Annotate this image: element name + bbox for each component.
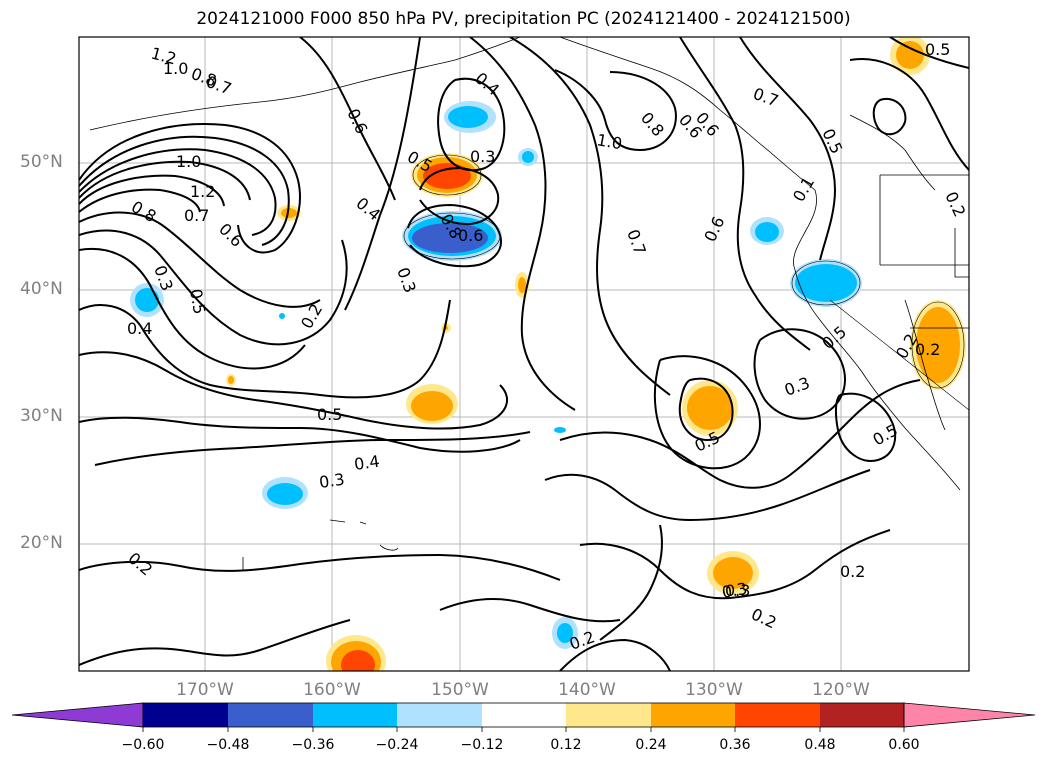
map-title: 2024121000 F000 850 hPa PV, precipitatio… bbox=[196, 9, 851, 29]
colorbar-tick-label: 0.48 bbox=[804, 737, 836, 753]
colorbar-tick-label: 0.36 bbox=[719, 737, 751, 753]
lon-label-130w: 130°W bbox=[685, 680, 743, 700]
contour-label: 0.8 bbox=[637, 108, 668, 140]
colorbar-tick-label: −0.12 bbox=[460, 737, 504, 753]
contour-label: 0.6 bbox=[700, 214, 728, 245]
precip-positive-shading bbox=[226, 37, 966, 671]
colorbar-tick-label: 0.24 bbox=[635, 737, 667, 753]
contour-label: 0.3 bbox=[393, 265, 420, 295]
colorbar-tick-label: −0.36 bbox=[291, 737, 335, 753]
contour-label: 0.3 bbox=[318, 470, 346, 492]
contour-label: 0.5 bbox=[870, 420, 902, 449]
colorbar-tick-label: −0.48 bbox=[206, 737, 250, 753]
contour-label: 0.3 bbox=[720, 579, 748, 602]
pv-contours bbox=[79, 37, 969, 671]
contour-label: 0.7 bbox=[751, 84, 781, 111]
contour-label: 0.4 bbox=[353, 452, 381, 474]
contour-label: 0.5 bbox=[925, 40, 950, 59]
contour-label: 0.7 bbox=[184, 206, 209, 225]
contour-label: 0.4 bbox=[127, 319, 152, 338]
lat-label-30n: 30°N bbox=[20, 406, 63, 426]
contour-label: 0.2 bbox=[748, 604, 779, 632]
contour-label: 0.5 bbox=[186, 287, 209, 315]
colorbar-tick-label: 0.12 bbox=[550, 737, 582, 753]
precip-negative-shading bbox=[130, 101, 862, 649]
colorbar-tick-label: 0.60 bbox=[888, 737, 920, 753]
contour-label: 0.6 bbox=[215, 219, 246, 250]
lon-label-140w: 140°W bbox=[558, 680, 616, 700]
contour-label: 0.4 bbox=[471, 69, 503, 100]
lat-label-40n: 40°N bbox=[20, 279, 63, 299]
lon-label-170w: 170°W bbox=[176, 680, 234, 700]
lat-label-20n: 20°N bbox=[20, 533, 63, 553]
contour-label: 0.3 bbox=[725, 581, 750, 600]
contour-label: 0.3 bbox=[470, 147, 495, 166]
contour-label: 1.0 bbox=[595, 130, 623, 153]
colorbar-tick-label: −0.60 bbox=[121, 737, 165, 753]
contour-label: 0.5 bbox=[818, 322, 850, 353]
coastlines bbox=[89, 37, 969, 570]
contour-label: 0.6 bbox=[458, 226, 483, 245]
contour-label: 0.2 bbox=[941, 189, 969, 220]
contour-label: 0.6 bbox=[343, 106, 371, 137]
lon-label-120w: 120°W bbox=[812, 680, 870, 700]
contour-label: 0.2 bbox=[915, 340, 940, 359]
contour-label: 1.0 bbox=[176, 152, 201, 171]
contour-label: 1.2 bbox=[190, 182, 215, 201]
contour-label: 0.5 bbox=[317, 405, 342, 424]
contour-label: 0.2 bbox=[124, 549, 156, 580]
contour-label: 0.3 bbox=[782, 373, 812, 400]
contour-label: 0.5 bbox=[818, 126, 846, 157]
contour-label: 0.2 bbox=[840, 562, 865, 581]
contour-label: 0.7 bbox=[623, 227, 650, 257]
map-frame bbox=[78, 36, 970, 672]
lon-label-150w: 150°W bbox=[431, 680, 489, 700]
lat-label-50n: 50°N bbox=[20, 152, 63, 172]
colorbar bbox=[11, 702, 1036, 732]
colorbar-tick-label: −0.24 bbox=[375, 737, 419, 753]
lon-label-160w: 160°W bbox=[303, 680, 361, 700]
contour-label: 0.1 bbox=[789, 173, 818, 205]
contour-label: 0.7 bbox=[204, 72, 234, 99]
contour-label: 1.0 bbox=[163, 59, 188, 78]
